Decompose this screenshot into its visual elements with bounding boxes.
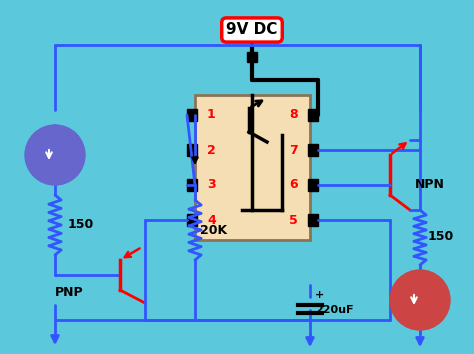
Text: PNP: PNP [55,286,83,299]
Text: 4: 4 [207,213,216,227]
FancyBboxPatch shape [195,95,310,240]
Bar [308,109,318,121]
Text: 7: 7 [289,143,298,156]
Bar [247,52,257,62]
Text: 220uF: 220uF [315,305,354,315]
Bar [187,179,197,191]
Text: 2: 2 [207,143,216,156]
Text: +: + [315,290,324,300]
Text: 150: 150 [68,218,94,232]
Circle shape [25,125,85,185]
Text: 3: 3 [207,178,216,192]
Text: 20K: 20K [200,223,227,236]
Bar [187,214,197,226]
Bar [187,109,197,121]
Text: 150: 150 [428,230,454,244]
Circle shape [390,270,450,330]
Text: 8: 8 [289,108,298,121]
Bar [308,179,318,191]
Text: NPN: NPN [415,178,445,192]
Bar [308,144,318,156]
Bar [308,214,318,226]
Text: 1: 1 [207,108,216,121]
Bar [187,144,197,156]
Text: 9V DC: 9V DC [226,23,278,38]
Text: 6: 6 [289,178,298,192]
Text: 5: 5 [289,213,298,227]
